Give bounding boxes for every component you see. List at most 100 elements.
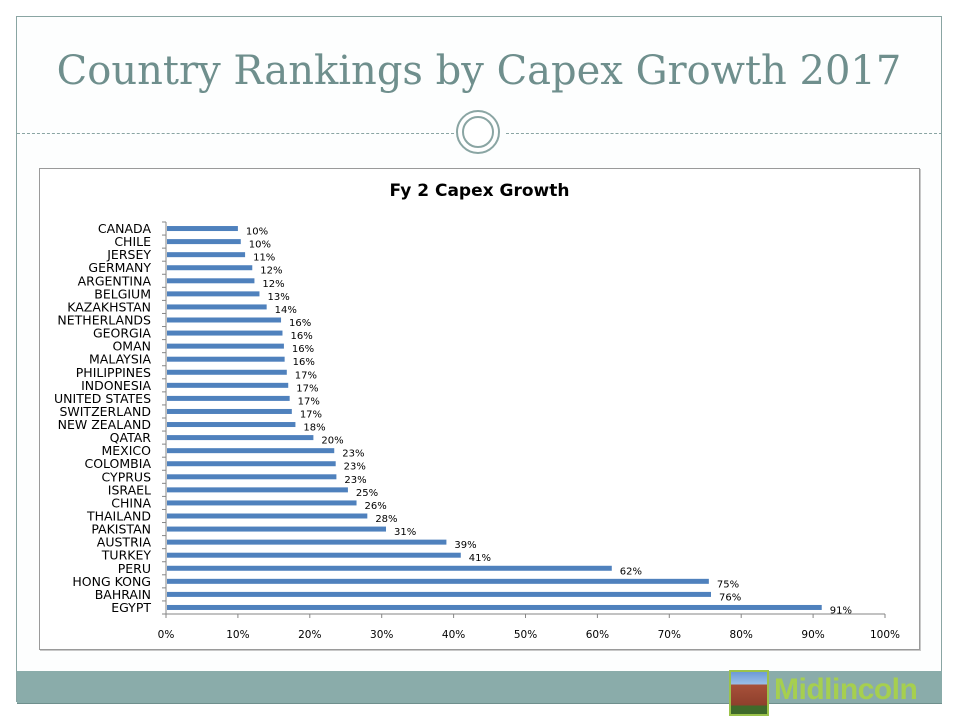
category-label: PHILIPPINES [76,365,151,380]
data-label: 91% [830,605,852,616]
category-label: HONG KONG [72,574,151,589]
data-label: 76% [719,592,741,603]
x-tick-label: 0% [158,629,175,641]
bar [167,578,709,584]
category-label: MEXICO [102,443,152,458]
category-label: EGYPT [111,600,151,615]
bar [167,369,287,375]
bar [167,265,253,271]
title-divider-left [17,133,454,134]
bar [167,591,712,597]
category-label: JERSEY [106,247,151,262]
x-tick-label: 60% [586,629,609,641]
category-label: PERU [118,561,151,576]
footer-band [17,671,942,704]
bar [167,526,387,532]
bar [167,448,335,454]
bar [167,252,246,258]
category-label: GERMANY [88,260,151,275]
brand-name: Midlincoln [774,673,918,706]
bar [167,356,285,362]
data-label: 23% [342,449,364,460]
x-tick-label: 100% [870,629,900,641]
data-label: 26% [365,501,387,512]
bar [167,604,822,610]
category-label: THAILAND [86,509,151,524]
category-label: NEW ZEALAND [58,417,151,432]
bar [167,487,348,493]
category-label: BAHRAIN [95,587,151,602]
bar [167,239,241,245]
category-label: INDONESIA [81,378,151,393]
x-tick-label: 50% [514,629,537,641]
category-label: GEORGIA [93,326,151,341]
data-label: 17% [295,370,317,381]
data-label: 11% [253,253,275,264]
bar [167,408,292,414]
bar [167,422,296,428]
data-label: 13% [267,292,289,303]
title-divider-right [506,133,942,134]
category-label: PAKISTAN [91,522,151,537]
category-label: MALAYSIA [89,352,151,367]
data-label: 16% [293,357,315,368]
bar [167,474,337,480]
x-tick-label: 30% [370,629,393,641]
bar [167,330,283,336]
data-label: 39% [454,540,476,551]
data-label: 17% [300,409,322,420]
bar [167,552,461,558]
x-tick-label: 80% [730,629,753,641]
category-label: TURKEY [101,548,152,563]
x-tick-label: 20% [298,629,321,641]
data-label: 62% [620,566,642,577]
bar [167,382,289,388]
category-label: CHILE [114,234,151,249]
data-label: 16% [292,344,314,355]
x-tick-label: 40% [442,629,465,641]
bar [167,435,314,441]
data-label: 25% [356,488,378,499]
category-label: CANADA [98,221,152,236]
category-label: BELGIUM [94,286,151,301]
bar [167,291,260,297]
category-label: COLOMBIA [84,456,151,471]
category-label: AUSTRIA [97,535,152,550]
bar [167,500,357,506]
category-label: SWITZERLAND [59,404,151,419]
data-label: 23% [344,462,366,473]
data-label: 17% [296,383,318,394]
bar [167,317,282,323]
bar [167,565,612,571]
data-label: 16% [290,331,312,342]
data-label: 23% [344,475,366,486]
bars-group [167,226,822,610]
bar [167,343,284,349]
data-label: 75% [717,579,739,590]
category-label: QATAR [110,430,152,445]
data-label: 12% [260,266,282,277]
slide-title: Country Rankings by Capex Growth 2017 [56,48,902,94]
data-label: 10% [249,240,271,251]
bar [167,278,255,284]
category-label: KAZAKHSTAN [67,299,151,314]
category-label: ISRAEL [108,482,151,497]
category-label: CYPRUS [102,469,152,484]
bar [167,226,238,232]
data-label: 16% [289,318,311,329]
data-label: 28% [375,514,397,525]
bar [167,513,368,519]
category-label: CHINA [111,495,151,510]
data-label: 14% [275,305,297,316]
x-tick-label: 10% [226,629,249,641]
data-label: 18% [303,423,325,434]
bar [167,304,267,310]
category-label: ARGENTINA [78,273,152,288]
data-label: 10% [246,227,268,238]
chart-title: Fy 2 Capex Growth [389,181,570,201]
bar [167,461,336,467]
circle-ornament-icon [456,110,500,154]
data-label: 41% [469,553,491,564]
x-tick-label: 90% [801,629,824,641]
